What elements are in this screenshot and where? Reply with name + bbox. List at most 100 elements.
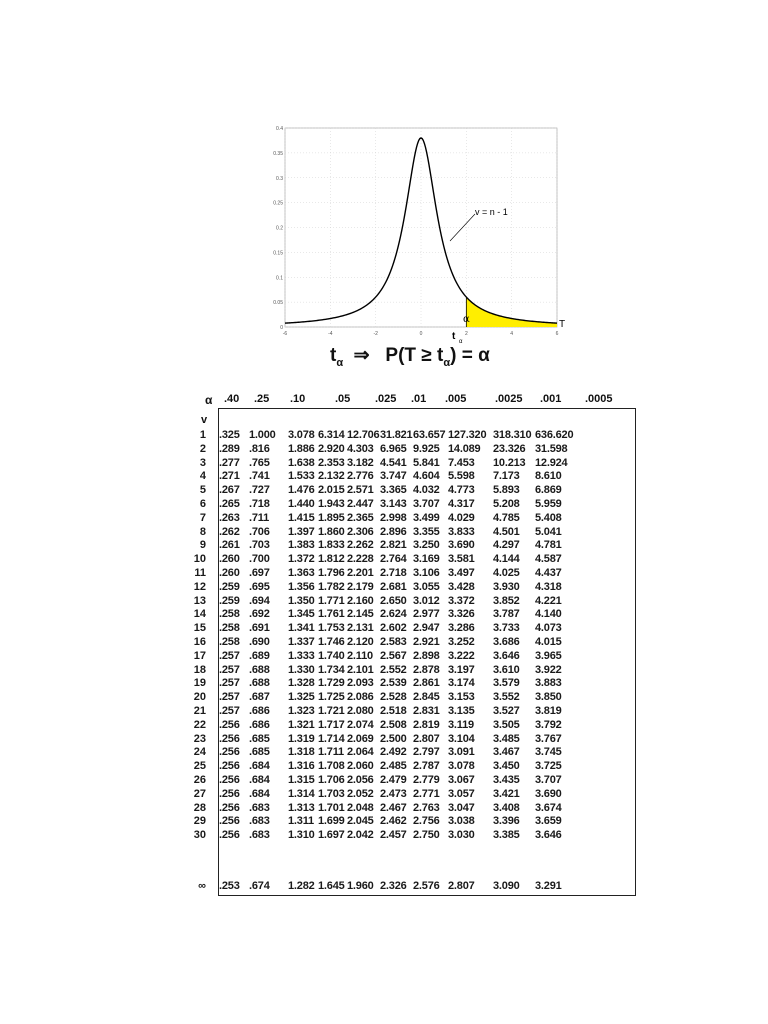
table-value-cell: .253: [219, 880, 240, 892]
table-value-cell: 1.476: [288, 484, 315, 497]
table-value-cell: .674: [249, 880, 270, 892]
table-value-cell: 2.462: [380, 815, 407, 828]
table-value-cell: 1.000: [249, 429, 276, 441]
table-value-cell: 1.345: [288, 608, 315, 621]
t-alpha-label: t: [452, 331, 456, 342]
table-value-cell: 1.323: [288, 705, 315, 717]
table-value-cell: .289: [219, 442, 240, 455]
table-value-cell: 12.924: [535, 456, 568, 469]
table-value-cell: .683: [249, 815, 270, 828]
table-value-cell: 3.067: [448, 774, 475, 786]
table-value-cell: .688: [249, 677, 270, 690]
table-value-cell: 1.782: [318, 580, 345, 593]
table-value-cell: 3.707: [535, 774, 562, 786]
table-value-cell: 5.041: [535, 525, 562, 538]
table-value-cell: 2.262: [347, 539, 374, 552]
table-value-cell: 4.015: [535, 636, 562, 648]
table-value-cell: .259: [219, 594, 240, 607]
df-cell: 30: [193, 829, 206, 842]
table-value-cell: 1.341: [288, 622, 315, 635]
table-value-cell: .685: [249, 732, 270, 745]
table-value-cell: 2.473: [380, 787, 407, 800]
table-value-cell: 3.581: [448, 553, 475, 566]
table-value-cell: .257: [219, 705, 240, 717]
table-value-cell: 2.776: [347, 470, 374, 483]
x-axis-label: T: [559, 319, 565, 330]
table-value-cell: 2.228: [347, 553, 374, 566]
table-value-cell: 4.032: [413, 484, 440, 497]
table-value-cell: 1.860: [318, 525, 345, 538]
table-value-cell: 3.527: [493, 705, 520, 717]
table-value-cell: 6.314: [318, 429, 345, 441]
caption-t: t: [330, 345, 337, 366]
table-value-cell: 1.771: [318, 594, 345, 607]
table-value-cell: 4.318: [535, 580, 562, 593]
table-value-cell: 2.131: [347, 622, 374, 635]
table-value-cell: 1.734: [318, 663, 345, 676]
table-value-cell: 6.965: [380, 442, 407, 455]
table-value-cell: .765: [249, 456, 270, 469]
table-value-cell: 2.821: [380, 539, 407, 552]
table-value-cell: 2.998: [380, 511, 407, 524]
df-cell: 8: [199, 525, 206, 538]
table-value-cell: 3.922: [535, 663, 562, 676]
y-tick-label: 0.15: [273, 250, 283, 256]
table-value-cell: .256: [219, 732, 240, 745]
table-value-cell: 2.797: [413, 746, 440, 759]
table-value-cell: 2.042: [347, 829, 374, 842]
df-cell: 16: [193, 636, 206, 648]
table-value-cell: 1.740: [318, 649, 345, 662]
table-value-cell: 2.650: [380, 594, 407, 607]
table-value-cell: 4.303: [347, 442, 374, 455]
table-value-cell: .686: [249, 718, 270, 731]
df-cell: 7: [199, 511, 206, 524]
alpha-header-cell: .05: [335, 393, 351, 405]
table-value-cell: 4.144: [493, 553, 520, 566]
table-value-cell: 3.091: [448, 746, 475, 759]
table-value-cell: 3.787: [493, 608, 520, 621]
table-value-cell: 4.317: [448, 498, 475, 510]
table-value-cell: 1.833: [318, 539, 345, 552]
table-value-cell: 3.690: [448, 539, 475, 552]
table-value-cell: 5.598: [448, 470, 475, 483]
table-value-cell: .256: [219, 829, 240, 842]
table-value-cell: 2.896: [380, 525, 407, 538]
df-cell: 20: [193, 691, 206, 704]
y-tick-label: 0.35: [273, 151, 283, 157]
table-value-cell: 1.645: [318, 880, 345, 892]
t-table: [218, 408, 636, 896]
table-value-cell: 4.029: [448, 511, 475, 524]
table-value-cell: .271: [219, 470, 240, 483]
table-value-cell: 3.012: [413, 594, 440, 607]
table-value-cell: 3.930: [493, 580, 520, 593]
table-value-cell: 3.485: [493, 732, 520, 745]
curve-label: v = n - 1: [475, 207, 508, 217]
df-cell: 17: [193, 649, 206, 662]
table-value-cell: 1.714: [318, 732, 345, 745]
table-value-cell: .703: [249, 539, 270, 552]
table-value-cell: .684: [249, 787, 270, 800]
table-value-cell: 3.326: [448, 608, 475, 621]
table-value-cell: 1.314: [288, 787, 315, 800]
table-value-cell: 2.779: [413, 774, 440, 786]
table-value-cell: 2.750: [413, 829, 440, 842]
table-value-cell: 23.326: [493, 442, 526, 455]
table-value-cell: 2.518: [380, 705, 407, 717]
table-value-cell: 2.764: [380, 553, 407, 566]
df-cell: 21: [193, 705, 206, 717]
table-value-cell: 1.350: [288, 594, 315, 607]
table-value-cell: 3.747: [380, 470, 407, 483]
table-value-cell: 3.421: [493, 787, 520, 800]
table-value-cell: 3.499: [413, 511, 440, 524]
table-value-cell: 1.697: [318, 829, 345, 842]
alpha-header-cell: .025: [375, 393, 397, 405]
y-tick-label: 0.2: [276, 226, 283, 232]
alpha-header-cell: .25: [254, 393, 270, 405]
table-value-cell: 5.208: [493, 498, 520, 510]
table-value-cell: 3.610: [493, 663, 520, 676]
y-tick-label: 0.3: [276, 176, 283, 182]
table-value-cell: 2.160: [347, 594, 374, 607]
table-value-cell: 2.576: [413, 880, 440, 892]
alpha-area-label: α: [463, 314, 470, 325]
table-value-cell: .256: [219, 815, 240, 828]
